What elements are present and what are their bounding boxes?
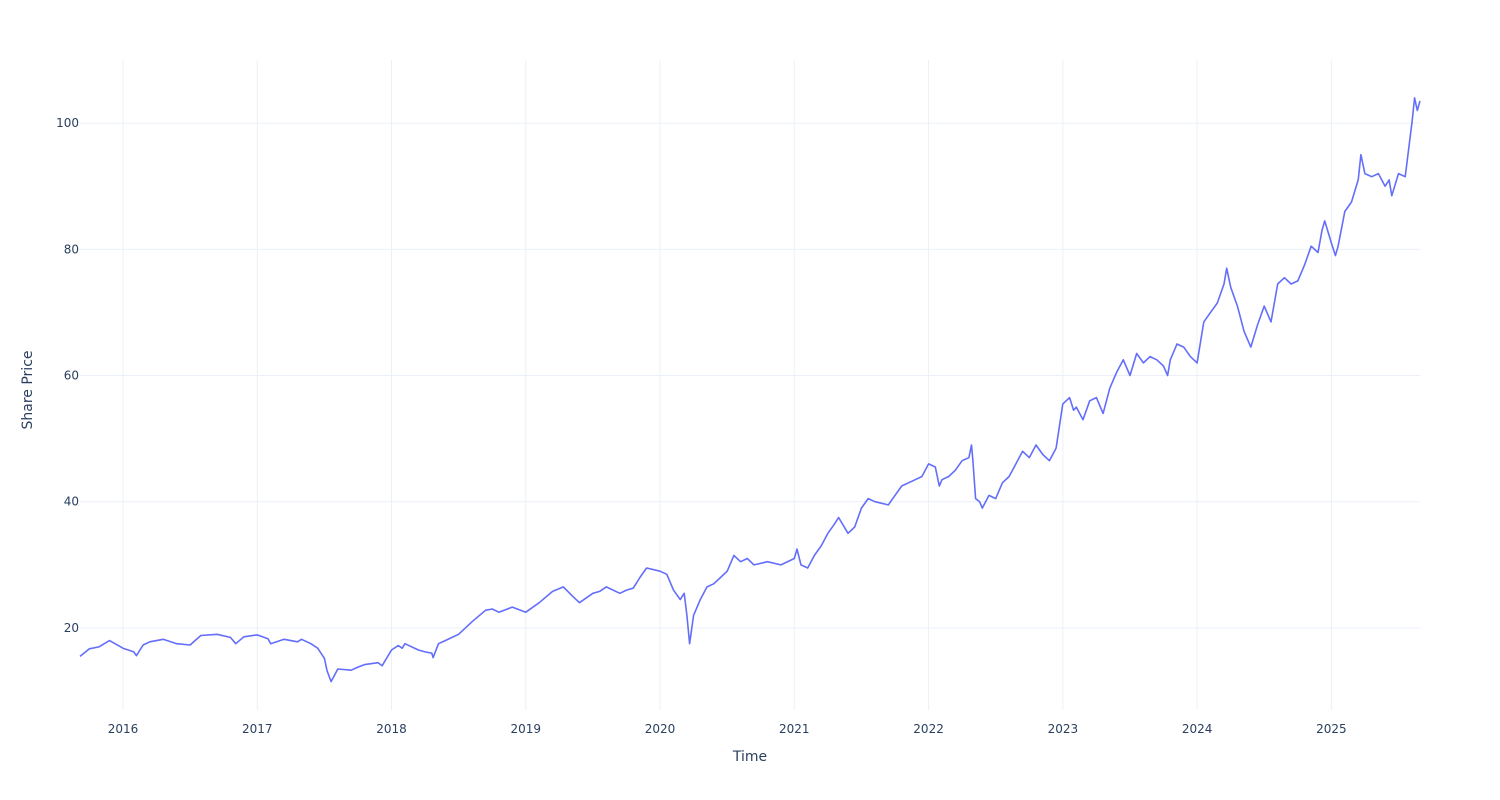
x-tick-label: 2021 — [779, 722, 810, 736]
x-tick-label: 2024 — [1182, 722, 1213, 736]
x-tick-label: 2016 — [108, 722, 139, 736]
x-axis-ticks: 2016 2017 2018 2019 2020 2021 2022 2023 2024 2025 — [108, 722, 1347, 736]
x-tick-label: 2019 — [510, 722, 541, 736]
y-tick-label: 60 — [64, 369, 79, 383]
plot-area — [79, 97, 1421, 683]
y-tick-label: 80 — [64, 242, 79, 256]
x-axis-title: Time — [732, 749, 767, 765]
x-tick-label: 2025 — [1316, 722, 1347, 736]
y-gridlines — [80, 122, 1420, 629]
series-line — [79, 97, 1421, 683]
y-axis-ticks: 20 40 60 80 100 — [56, 116, 79, 635]
y-axis-title: Share Price — [20, 350, 36, 429]
x-tick-label: 2022 — [913, 722, 944, 736]
x-tick-label: 2023 — [1048, 722, 1079, 736]
x-tick-label: 2017 — [242, 722, 273, 736]
x-tick-label: 2020 — [645, 722, 676, 736]
y-tick-label: 40 — [64, 495, 79, 509]
x-tick-label: 2018 — [376, 722, 407, 736]
x-gridlines — [122, 60, 1332, 710]
y-tick-label: 100 — [56, 116, 79, 130]
y-tick-label: 20 — [64, 621, 79, 635]
